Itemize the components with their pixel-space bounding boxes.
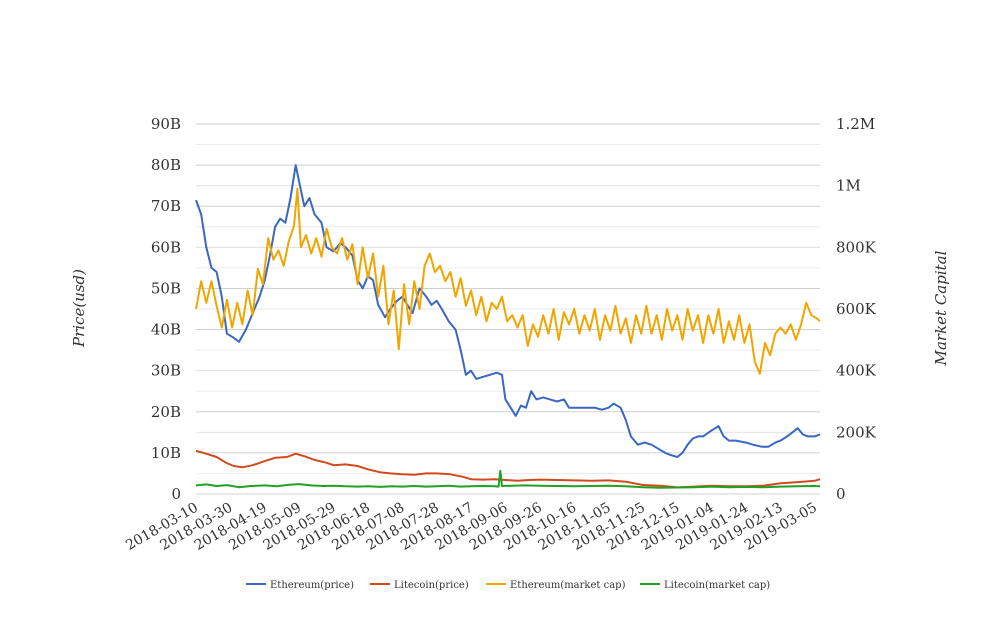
legend-label: Litecoin(market cap)	[664, 580, 770, 591]
x-tick-labels: 2018-03-102018-03-302018-04-192018-05-09…	[123, 500, 820, 554]
legend-label: Ethereum(market cap)	[510, 580, 626, 591]
y-left-tick-label: 10B	[151, 444, 181, 462]
legend-item: Litecoin(price)	[370, 580, 469, 591]
legend-item: Ethereum(market cap)	[486, 580, 626, 591]
y-right-tick-label: 800K	[836, 238, 877, 256]
y-right-tick-labels: 0 200K 400K 600K 800K 1M 1.2M	[836, 115, 877, 503]
legend: Ethereum(price) Litecoin(price) Ethereum(m…	[246, 580, 770, 591]
y-left-tick-label: 20B	[151, 403, 181, 421]
y-left-axis-title: Price(usd)	[70, 269, 88, 348]
series-line-ethereum-market-cap	[195, 187, 821, 375]
legend-label: Ethereum(price)	[270, 580, 354, 591]
gridlines	[196, 123, 820, 495]
y-left-tick-label: 0	[171, 485, 181, 503]
y-right-tick-label: 0	[836, 485, 846, 503]
y-left-tick-label: 80B	[151, 156, 181, 174]
y-right-axis-title: Market Capital	[932, 250, 950, 366]
series-line-litecoin-market-cap	[195, 469, 821, 489]
y-right-tick-label: 400K	[836, 362, 877, 380]
series-lines	[195, 164, 821, 489]
y-left-tick-label: 40B	[151, 321, 181, 339]
y-left-tick-label: 70B	[151, 197, 181, 215]
y-left-tick-label: 90B	[151, 115, 181, 133]
legend-item: Ethereum(price)	[246, 580, 354, 591]
y-right-tick-label: 200K	[836, 423, 877, 441]
y-left-tick-labels: 0 10B 20B 30B 40B 50B 60B 70B 80B 90B	[151, 115, 181, 503]
legend-item: Litecoin(market cap)	[640, 580, 770, 591]
legend-label: Litecoin(price)	[394, 580, 469, 591]
y-right-tick-label: 600K	[836, 300, 877, 318]
y-left-tick-label: 50B	[151, 279, 181, 297]
y-right-tick-label: 1.2M	[836, 115, 875, 133]
y-right-tick-label: 1M	[836, 177, 861, 195]
y-left-tick-label: 60B	[151, 238, 181, 256]
y-left-tick-label: 30B	[151, 362, 181, 380]
series-line-litecoin-price	[195, 449, 821, 489]
series-line-ethereum-price	[195, 164, 821, 458]
